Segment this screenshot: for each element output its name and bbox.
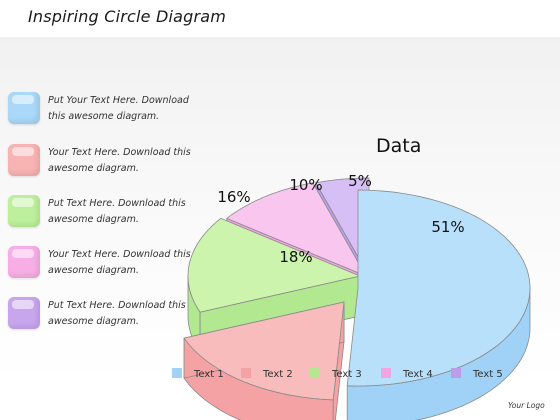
legend-swatch (451, 368, 461, 378)
pie-tops (183, 177, 531, 401)
data-label-2: 18% (279, 248, 312, 266)
legend-swatch (172, 368, 182, 378)
text-item: Your Text Here. Download this awesome di… (8, 246, 198, 286)
data-label-3: 16% (217, 188, 250, 206)
slice-2 (183, 301, 345, 401)
data-label-1: 51% (431, 218, 464, 236)
slice-1 (346, 189, 531, 387)
legend-label: Text 2 (262, 369, 293, 380)
legend-item-2: Text 2 (241, 368, 293, 380)
text-item: Put Text Here. Download this awesome dia… (8, 297, 198, 337)
swatch-2 (8, 144, 40, 176)
logo-text: Your Logo (508, 401, 545, 410)
data-label-4: 10% (289, 176, 322, 194)
chart-title: Data (376, 135, 421, 157)
swatch-1 (8, 92, 40, 124)
legend-item-5: Text 5 (451, 368, 503, 380)
legend-label: Text 3 (331, 369, 362, 380)
text-item: Put Your Text Here. Download this awesom… (8, 92, 198, 132)
text-item-label-1: Put Your Text Here. Download this awesom… (48, 95, 189, 122)
legend-swatch (381, 368, 391, 378)
legend-item-3: Text 3 (310, 368, 362, 380)
legend-label: Text 1 (193, 369, 224, 380)
text-item: Your Text Here. Download this awesome di… (8, 144, 198, 184)
text-item-label-2: Your Text Here. Download this awesome di… (48, 147, 191, 174)
legend-item-1: Text 1 (172, 368, 224, 380)
legend-swatch (310, 368, 320, 378)
slice-4 (226, 182, 367, 277)
legend-item-4: Text 4 (381, 368, 433, 380)
legend-label: Text 4 (402, 369, 433, 380)
swatch-4 (8, 246, 40, 278)
legend-swatch (241, 368, 251, 378)
text-item-label-3: Put Text Here. Download this awesome dia… (48, 198, 186, 225)
slice-5 (315, 177, 370, 277)
legend-label: Text 5 (472, 369, 503, 380)
text-item: Put Text Here. Download this awesome dia… (8, 195, 198, 235)
slice-3 (187, 218, 361, 313)
swatch-5 (8, 297, 40, 329)
data-label-5: 5% (348, 172, 372, 190)
text-item-label-4: Your Text Here. Download this awesome di… (48, 249, 191, 276)
swatch-3 (8, 195, 40, 227)
page-title: Inspiring Circle Diagram (28, 7, 227, 26)
text-item-label-5: Put Text Here. Download this awesome dia… (48, 300, 186, 327)
